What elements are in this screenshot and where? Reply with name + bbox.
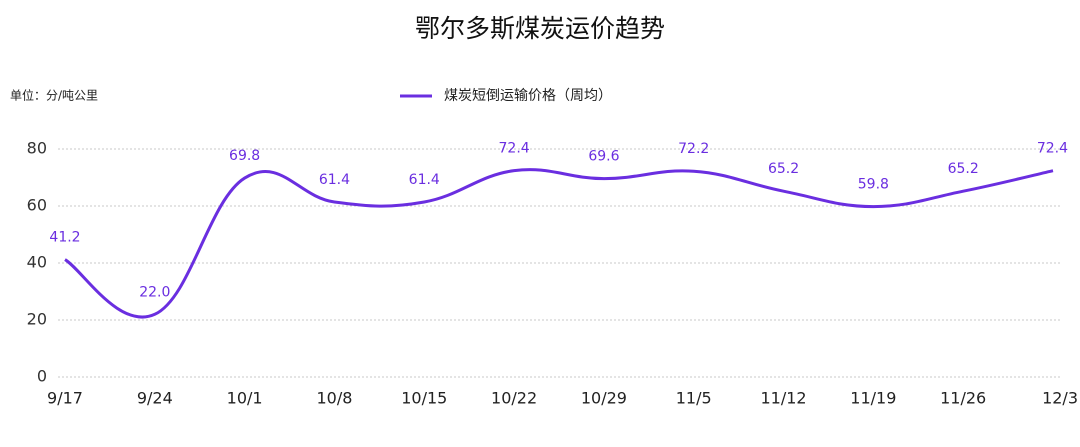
data-label: 65.2 (948, 161, 979, 177)
y-tick-label: 60 (27, 196, 47, 215)
data-label: 72.2 (678, 141, 709, 157)
data-label: 69.6 (588, 149, 619, 165)
x-tick-label: 10/15 (401, 389, 447, 408)
data-label: 41.2 (49, 230, 80, 246)
x-tick-label: 10/22 (491, 389, 537, 408)
y-tick-label: 80 (27, 139, 47, 158)
data-label: 59.8 (858, 177, 889, 193)
y-tick-label: 20 (27, 310, 47, 329)
y-tick-label: 40 (27, 253, 47, 272)
x-tick-label: 9/24 (137, 389, 173, 408)
x-tick-label: 12/3 (1042, 389, 1078, 408)
data-label: 65.2 (768, 161, 799, 177)
legend-label: 煤炭短倒运输价格（周均） (444, 88, 612, 104)
data-label: 72.4 (499, 141, 530, 157)
x-tick-label: 11/26 (940, 389, 986, 408)
x-tick-label: 10/1 (227, 389, 263, 408)
x-tick-label: 10/29 (581, 389, 627, 408)
x-tick-label: 11/5 (676, 389, 712, 408)
x-tick-label: 11/12 (760, 389, 806, 408)
chart-title: 鄂尔多斯煤炭运价趋势 (415, 14, 665, 43)
x-tick-label: 9/17 (47, 389, 83, 408)
series-line (64, 168, 1054, 319)
x-tick-label: 11/19 (850, 389, 896, 408)
unit-label: 单位：分/吨公里 (10, 88, 98, 103)
data-label: 72.4 (1037, 141, 1068, 157)
data-label: 61.4 (319, 172, 350, 188)
x-tick-label: 10/8 (316, 389, 352, 408)
data-label: 61.4 (409, 172, 440, 188)
y-tick-label: 0 (37, 367, 47, 386)
data-label: 69.8 (229, 148, 260, 164)
data-label: 22.0 (139, 284, 170, 300)
